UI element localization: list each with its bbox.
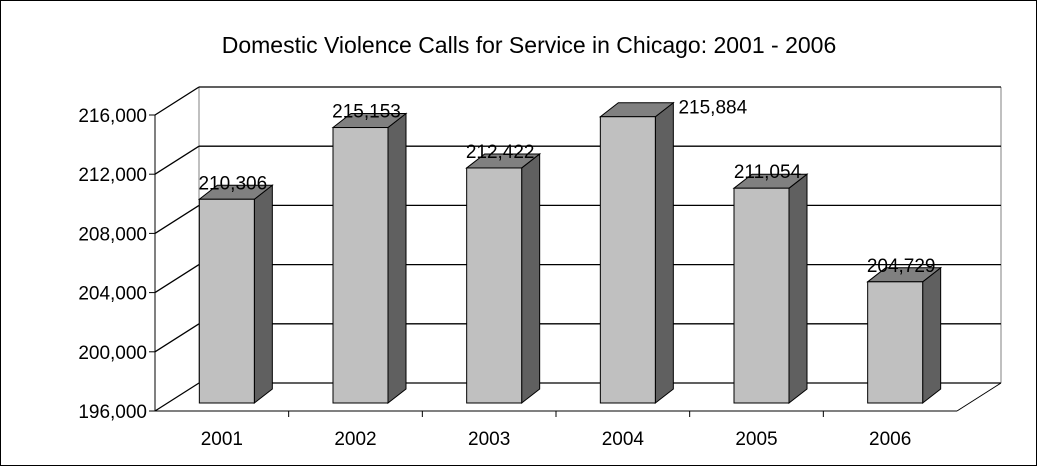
gridline-side: [154, 264, 200, 294]
bar-2003: [465, 152, 542, 405]
y-tick-label: 208,000: [78, 224, 147, 245]
bar-side: [788, 173, 808, 405]
bar-side: [654, 101, 674, 405]
x-tick-label: 2006: [869, 429, 911, 450]
data-label: 215,153: [332, 102, 401, 123]
floor-right-edge: [956, 382, 1002, 412]
x-tick-label: 2003: [468, 429, 510, 450]
data-label: 204,729: [867, 256, 936, 277]
bar: [332, 127, 389, 404]
gridline-side: [154, 145, 200, 175]
data-label: 210,306: [198, 173, 267, 194]
bars: [197, 101, 943, 405]
bar: [733, 187, 790, 404]
bar-side: [387, 112, 407, 405]
bar-side: [521, 152, 541, 405]
bar: [466, 167, 523, 404]
x-tick-label: 2004: [602, 429, 645, 450]
y-tick-label: 200,000: [78, 343, 147, 364]
bar-side: [253, 184, 273, 405]
gridline-side: [154, 204, 200, 234]
data-label: 215,884: [678, 98, 747, 119]
bar-2004: [598, 101, 675, 405]
bar-2005: [732, 173, 809, 405]
bar: [599, 116, 656, 404]
bar-2006: [866, 266, 943, 405]
y-tick-label: 212,000: [78, 165, 147, 186]
y-axis-ticks: 196,000 200,000 204,000 208,000 212,000 216,0…: [78, 106, 155, 423]
data-label: 211,054: [734, 162, 802, 183]
gridline-side: [154, 323, 200, 353]
y-tick-label: 196,000: [78, 402, 147, 423]
y-tick-label: 216,000: [78, 106, 147, 127]
data-label: 212,422: [466, 142, 535, 163]
gridline-side: [154, 382, 200, 412]
bar-2002: [331, 112, 408, 405]
chart-title: Domestic Violence Calls for Service in C…: [222, 32, 837, 58]
y-tick-label: 204,000: [78, 284, 147, 305]
bar-side: [922, 266, 942, 405]
x-tick-label: 2001: [201, 429, 243, 450]
bar: [198, 198, 255, 404]
bar: [867, 281, 924, 404]
bar-2001: [197, 184, 274, 405]
gridline-side: [154, 86, 200, 116]
x-axis-ticks: 2001 2002 2003 2004 2005 2006: [201, 411, 911, 450]
x-tick-label: 2005: [735, 429, 777, 450]
x-tick-label: 2002: [334, 429, 376, 450]
data-labels: 210,306 215,153 212,422 215,884 211,054 204,7…: [198, 98, 935, 277]
